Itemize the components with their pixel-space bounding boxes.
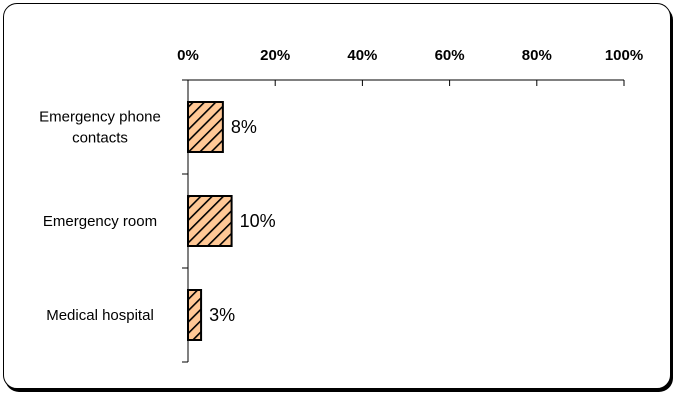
category-label: Emergency room bbox=[43, 213, 157, 230]
x-tick-label: 20% bbox=[260, 47, 290, 64]
category-label: Medical hospital bbox=[46, 307, 154, 324]
value-label: 8% bbox=[231, 117, 257, 137]
x-tick-label: 100% bbox=[605, 47, 643, 64]
bar bbox=[187, 195, 233, 247]
x-tick-label: 0% bbox=[177, 47, 199, 64]
category-label: Emergency phone contacts bbox=[39, 109, 161, 147]
chart-frame bbox=[3, 3, 671, 389]
value-label: 10% bbox=[240, 211, 276, 231]
bar bbox=[187, 289, 203, 341]
value-label: 3% bbox=[209, 305, 235, 325]
bar bbox=[187, 101, 224, 153]
labels: 8% Emergency phone contacts 10% Emergency ro… bbox=[39, 109, 276, 326]
x-tick-label: 40% bbox=[347, 47, 377, 64]
x-tick-label: 60% bbox=[435, 47, 465, 64]
axes: 0% 20% 40% 60% 80% 100% bbox=[177, 47, 643, 363]
x-tick-label: 80% bbox=[522, 47, 552, 64]
bars bbox=[187, 101, 233, 341]
